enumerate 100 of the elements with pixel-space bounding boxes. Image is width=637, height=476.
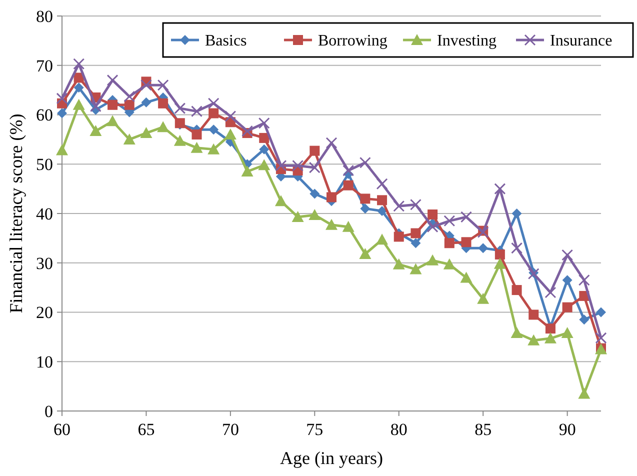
point bbox=[511, 242, 523, 254]
point bbox=[141, 97, 152, 108]
point bbox=[579, 314, 590, 325]
x-tick-label: 60 bbox=[54, 420, 70, 439]
point bbox=[56, 92, 68, 104]
point bbox=[158, 98, 168, 108]
point bbox=[528, 310, 539, 320]
point bbox=[73, 58, 85, 70]
x-tick-label: 90 bbox=[558, 420, 576, 439]
point bbox=[224, 110, 236, 122]
point bbox=[578, 388, 590, 399]
point bbox=[393, 200, 405, 212]
point bbox=[123, 133, 136, 144]
point bbox=[208, 98, 220, 110]
point bbox=[528, 334, 540, 346]
point bbox=[478, 243, 488, 254]
point bbox=[394, 232, 404, 242]
point bbox=[444, 215, 456, 227]
point bbox=[494, 183, 506, 195]
point bbox=[259, 144, 270, 154]
point bbox=[561, 326, 574, 338]
legend-label: Investing bbox=[437, 32, 497, 50]
point bbox=[308, 208, 321, 220]
point bbox=[410, 228, 421, 238]
y-tick-label: 70 bbox=[36, 56, 53, 76]
point bbox=[106, 115, 119, 126]
point bbox=[310, 188, 320, 199]
point bbox=[510, 326, 523, 338]
point bbox=[444, 238, 454, 248]
x-tick-label: 75 bbox=[306, 420, 324, 439]
point bbox=[326, 137, 338, 149]
point bbox=[342, 220, 354, 232]
point bbox=[326, 218, 338, 230]
y-tick-label: 80 bbox=[36, 6, 53, 26]
point bbox=[360, 194, 370, 204]
point bbox=[443, 258, 456, 270]
point bbox=[544, 286, 556, 298]
point bbox=[242, 125, 254, 137]
point bbox=[174, 102, 186, 114]
point bbox=[410, 198, 422, 210]
point bbox=[578, 274, 590, 286]
point bbox=[259, 132, 270, 143]
x-axis-title: Age (in years) bbox=[280, 448, 383, 468]
legend-label: Borrowing bbox=[318, 32, 388, 50]
point bbox=[477, 292, 490, 304]
point bbox=[190, 142, 203, 153]
point bbox=[292, 160, 304, 172]
point bbox=[392, 258, 405, 270]
point bbox=[90, 100, 102, 112]
point bbox=[191, 106, 202, 118]
point bbox=[74, 82, 84, 93]
point bbox=[428, 209, 438, 220]
point bbox=[377, 206, 388, 216]
point bbox=[124, 100, 134, 110]
y-tick-label: 40 bbox=[36, 204, 53, 224]
point bbox=[326, 192, 336, 202]
y-axis-title: Financial literacy score (%) bbox=[6, 114, 26, 314]
point bbox=[460, 272, 472, 283]
point bbox=[208, 124, 219, 135]
y-tick-label: 50 bbox=[36, 155, 53, 174]
point bbox=[360, 204, 370, 214]
point bbox=[595, 332, 607, 344]
point bbox=[157, 121, 170, 132]
point bbox=[494, 249, 505, 260]
point bbox=[274, 195, 287, 206]
point bbox=[426, 254, 439, 266]
point bbox=[241, 166, 254, 177]
point bbox=[596, 307, 606, 318]
point bbox=[56, 144, 68, 156]
point bbox=[512, 285, 522, 296]
point bbox=[359, 248, 372, 259]
point bbox=[258, 117, 270, 129]
point bbox=[140, 79, 152, 91]
point bbox=[376, 234, 388, 245]
point bbox=[494, 258, 506, 269]
point bbox=[174, 134, 186, 146]
point bbox=[106, 74, 118, 86]
y-tick-label: 20 bbox=[36, 303, 53, 322]
y-tick-label: 60 bbox=[36, 106, 53, 125]
point bbox=[477, 226, 489, 238]
y-tick-label: 10 bbox=[36, 352, 53, 372]
point bbox=[544, 332, 556, 344]
point bbox=[410, 263, 422, 274]
point bbox=[208, 143, 220, 154]
point bbox=[258, 159, 270, 170]
legend-label: Basics bbox=[205, 32, 247, 50]
point bbox=[460, 211, 472, 223]
point bbox=[359, 156, 371, 168]
point bbox=[192, 130, 202, 140]
legend-label: Insurance bbox=[550, 32, 612, 50]
y-tick-label: 30 bbox=[36, 254, 53, 273]
point bbox=[562, 275, 572, 286]
point bbox=[562, 302, 572, 312]
point bbox=[140, 127, 152, 138]
point bbox=[57, 108, 67, 118]
point bbox=[377, 195, 388, 206]
point bbox=[426, 221, 438, 233]
x-tick-label: 80 bbox=[390, 420, 408, 439]
point bbox=[108, 100, 118, 110]
point bbox=[224, 128, 236, 140]
